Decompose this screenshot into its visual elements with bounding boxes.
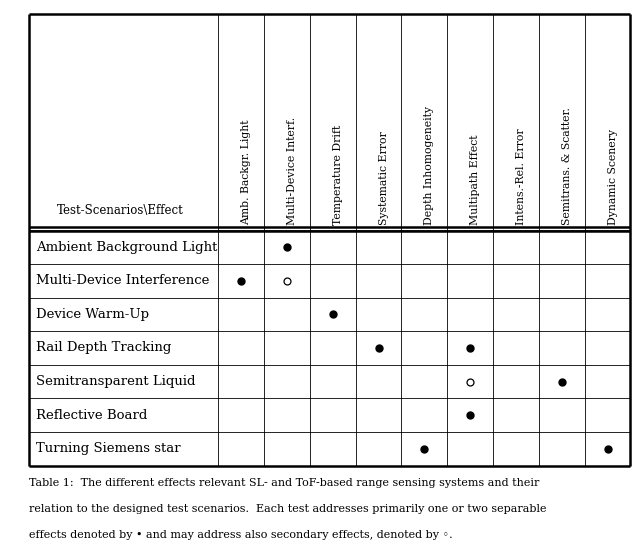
Text: Depth Inhomogeneity: Depth Inhomogeneity bbox=[424, 106, 435, 225]
Text: Amb. Backgr. Light: Amb. Backgr. Light bbox=[241, 119, 251, 225]
Text: Systematic Error: Systematic Error bbox=[379, 131, 388, 225]
Text: Semitrans. & Scatter.: Semitrans. & Scatter. bbox=[562, 107, 572, 225]
Text: Rail Depth Tracking: Rail Depth Tracking bbox=[36, 341, 172, 354]
Text: relation to the designed test scenarios.  Each test addresses primarily one or t: relation to the designed test scenarios.… bbox=[29, 504, 547, 513]
Text: Device Warm-Up: Device Warm-Up bbox=[36, 308, 150, 321]
Text: Ambient Background Light: Ambient Background Light bbox=[36, 241, 218, 254]
Text: Multi-Device Interference: Multi-Device Interference bbox=[36, 274, 210, 287]
Text: Test-Scenarios\Effect: Test-Scenarios\Effect bbox=[56, 204, 183, 217]
Text: Turning Siemens star: Turning Siemens star bbox=[36, 442, 181, 455]
Text: Temperature Drift: Temperature Drift bbox=[333, 125, 343, 225]
Text: Reflective Board: Reflective Board bbox=[36, 409, 148, 422]
Text: Table 1:  The different effects relevant SL- and ToF-based range sensing systems: Table 1: The different effects relevant … bbox=[29, 478, 539, 487]
Text: Dynamic Scenery: Dynamic Scenery bbox=[607, 129, 618, 225]
Text: Semitransparent Liquid: Semitransparent Liquid bbox=[36, 375, 196, 388]
Text: Multi-Device Interf.: Multi-Device Interf. bbox=[287, 117, 297, 225]
Text: Intens.-Rel. Error: Intens.-Rel. Error bbox=[516, 128, 526, 225]
Text: effects denoted by • and may address also secondary effects, denoted by ◦.: effects denoted by • and may address als… bbox=[29, 530, 452, 539]
Text: Multipath Effect: Multipath Effect bbox=[470, 134, 480, 225]
